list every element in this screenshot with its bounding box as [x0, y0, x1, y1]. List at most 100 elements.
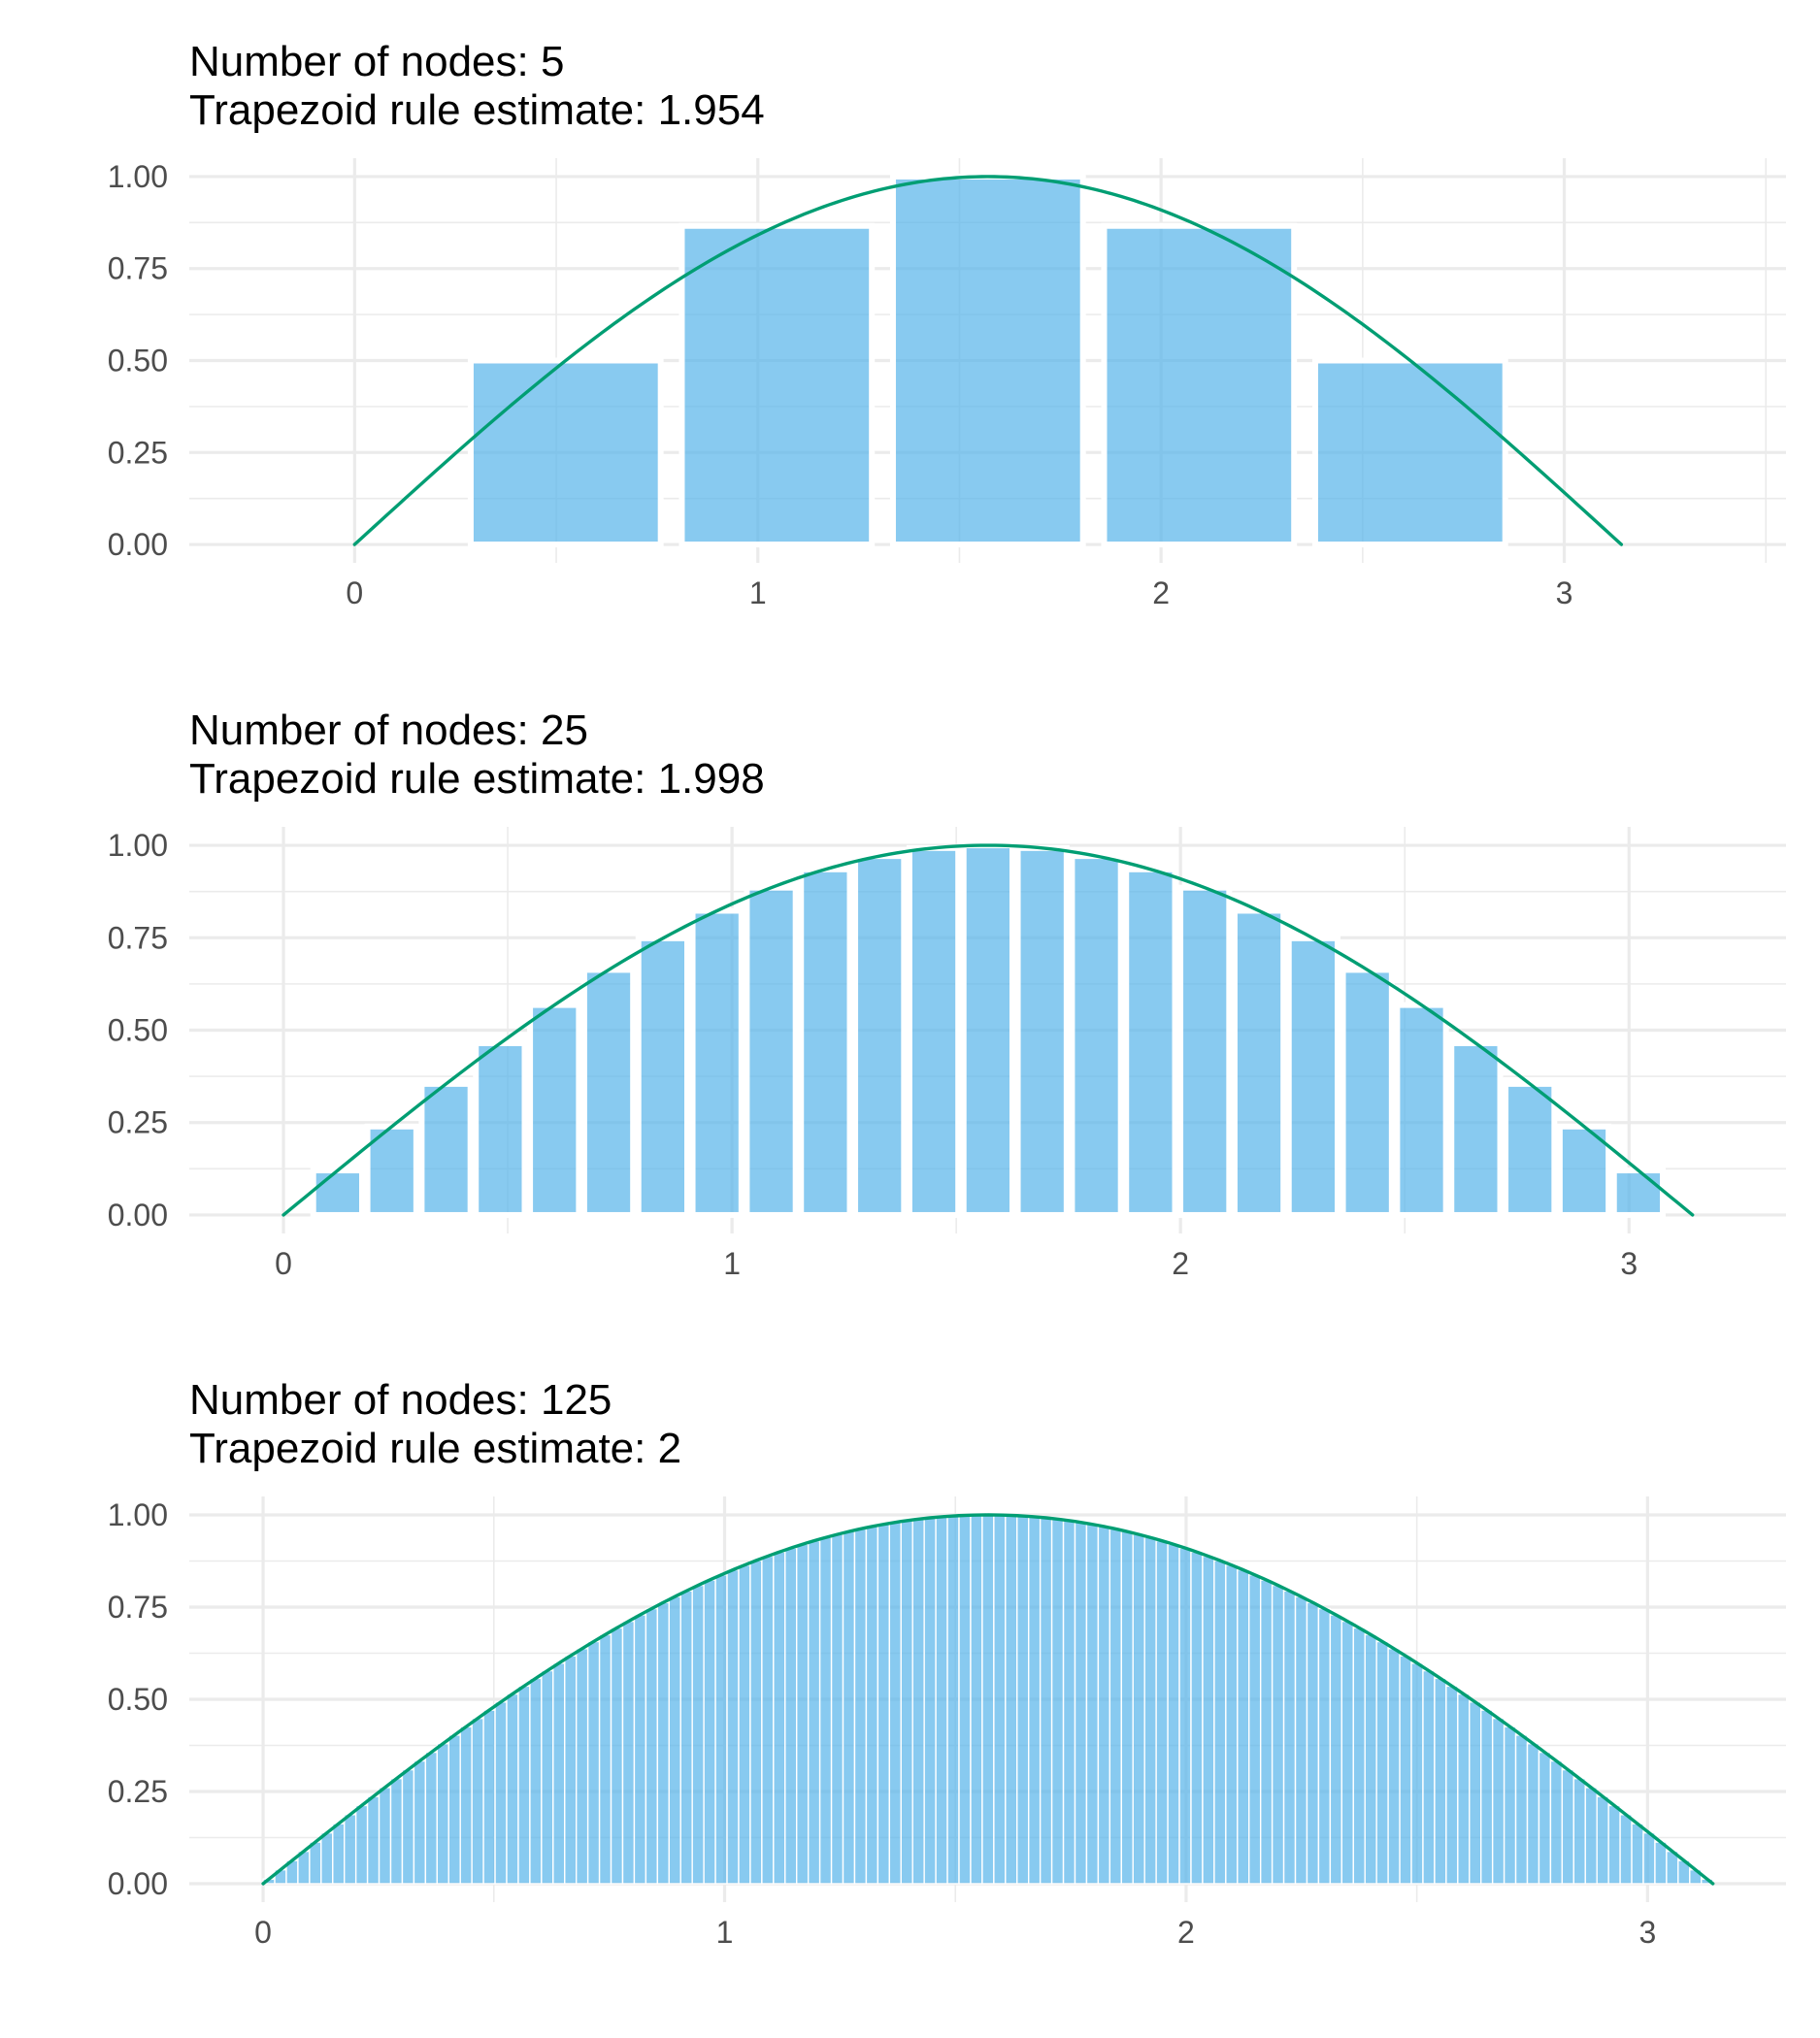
- bar: [598, 1633, 612, 1885]
- bar: [1237, 1568, 1250, 1885]
- bar: [1225, 1564, 1239, 1885]
- panel-3-subtitle: Trapezoid rule estimate: 2: [189, 1425, 681, 1472]
- panel-2: Number of nodes: 25 Trapezoid rule estim…: [108, 707, 1786, 1281]
- bar: [1259, 1579, 1274, 1885]
- bar: [401, 1768, 415, 1885]
- bar: [889, 173, 1086, 548]
- x-tick-label: 3: [1620, 1246, 1638, 1281]
- bar: [911, 1518, 925, 1885]
- bar: [852, 853, 908, 1218]
- bar: [1329, 1614, 1343, 1885]
- x-tick-label: 0: [254, 1915, 272, 1950]
- bar: [1469, 1701, 1482, 1885]
- bar: [749, 1560, 763, 1885]
- y-tick-label: 0.75: [108, 1590, 168, 1625]
- bar: [773, 1551, 786, 1885]
- bar: [447, 1734, 461, 1885]
- bar: [1503, 1726, 1517, 1885]
- y-tick-label: 0.50: [108, 344, 168, 378]
- bar: [1457, 1693, 1471, 1885]
- panel-2-bars: [310, 842, 1667, 1218]
- bar: [389, 1777, 404, 1885]
- bar: [877, 1523, 891, 1885]
- bar: [552, 1662, 566, 1885]
- bar: [842, 1530, 856, 1885]
- bar: [1642, 1831, 1656, 1885]
- bar: [621, 1620, 636, 1885]
- bar: [1120, 1530, 1134, 1885]
- bar: [1317, 1607, 1332, 1885]
- bar: [1610, 1167, 1667, 1218]
- bar: [1340, 967, 1395, 1218]
- bar: [586, 1640, 601, 1885]
- bar: [344, 1814, 357, 1885]
- bar: [1448, 1039, 1504, 1218]
- bar: [818, 1536, 833, 1885]
- y-tick-label: 0.75: [108, 920, 168, 955]
- y-tick-label: 1.00: [108, 159, 168, 194]
- bar: [784, 1547, 798, 1885]
- bar: [960, 842, 1016, 1218]
- bar: [413, 1759, 427, 1885]
- bar: [1619, 1814, 1633, 1885]
- sine-curve: [281, 843, 1695, 1217]
- bar: [1375, 1640, 1389, 1885]
- bar: [1028, 1516, 1042, 1885]
- bar: [471, 1717, 484, 1885]
- bar: [798, 866, 853, 1218]
- bar: [1074, 1521, 1088, 1885]
- bar: [645, 1607, 659, 1885]
- bar: [853, 1528, 868, 1885]
- bar: [1526, 1742, 1540, 1885]
- bar: [467, 357, 664, 548]
- bar: [1005, 1514, 1018, 1885]
- x-tick-label: 0: [346, 575, 363, 610]
- panel-2-subtitle: Trapezoid rule estimate: 1.998: [189, 755, 765, 803]
- panel-1-y-axis: 0.00 0.25 0.50 0.75 1.00: [108, 159, 168, 562]
- bar: [354, 1804, 369, 1885]
- bar: [906, 844, 962, 1218]
- bar: [1039, 1517, 1053, 1885]
- panel-1-bars: [467, 173, 1508, 548]
- panel-2-x-axis: 0 1 2 3: [275, 1246, 1638, 1281]
- bar: [1101, 222, 1298, 548]
- bar: [1584, 1787, 1598, 1885]
- bar: [436, 1742, 449, 1885]
- bar: [1248, 1574, 1262, 1885]
- bar: [1399, 1655, 1412, 1885]
- panel-3-bars: [262, 1514, 1714, 1885]
- panel-1-subtitle: Trapezoid rule estimate: 1.954: [189, 86, 765, 134]
- bar: [1607, 1804, 1621, 1885]
- bar: [1434, 1677, 1447, 1885]
- bar: [1213, 1560, 1227, 1885]
- bar: [580, 967, 637, 1218]
- bar: [564, 1655, 578, 1885]
- bar: [1491, 1717, 1506, 1885]
- bar: [418, 1080, 474, 1218]
- bar: [689, 907, 745, 1218]
- bar: [981, 1514, 995, 1885]
- bar: [1143, 1536, 1157, 1885]
- bar: [610, 1627, 624, 1885]
- bar: [668, 1595, 681, 1885]
- bar: [923, 1517, 937, 1885]
- bar: [1340, 1620, 1354, 1885]
- y-tick-label: 0.25: [108, 435, 168, 470]
- bar: [1285, 935, 1341, 1218]
- bar: [888, 1521, 902, 1885]
- bar: [830, 1533, 844, 1885]
- panel-3-title: Number of nodes: 125: [189, 1376, 612, 1424]
- bar: [970, 1514, 983, 1885]
- bar: [1306, 1601, 1320, 1885]
- bar: [691, 1584, 705, 1885]
- bar: [310, 1167, 365, 1218]
- x-tick-label: 0: [275, 1246, 292, 1281]
- y-tick-label: 1.00: [108, 828, 168, 863]
- bar: [1016, 1515, 1030, 1885]
- bar: [1097, 1526, 1111, 1885]
- bar: [865, 1526, 879, 1885]
- y-tick-label: 0.25: [108, 1105, 168, 1140]
- x-tick-label: 3: [1638, 1915, 1656, 1950]
